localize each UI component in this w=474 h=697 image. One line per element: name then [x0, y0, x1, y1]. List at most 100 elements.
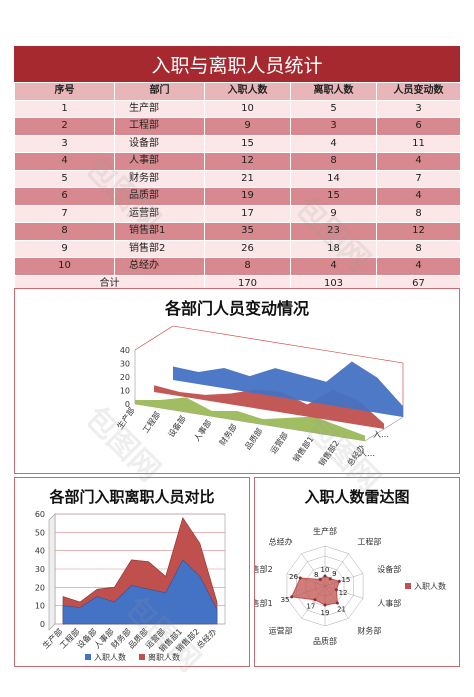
row-change: 11	[376, 134, 461, 153]
row-change: 4	[376, 257, 461, 276]
row-left: 9	[290, 204, 377, 223]
header-change: 人员变动数	[376, 82, 461, 101]
x-tick-label: 工程部	[140, 410, 162, 435]
staff-table: 序号 部门 入职人数 离职人数 人员变动数 1 生产部 10 5 3 2 工程部 9 3 6 3 设备…	[14, 82, 461, 293]
row-change: 6	[376, 117, 461, 136]
radar-point	[313, 598, 317, 602]
radar-data-label: 17	[306, 602, 315, 610]
y-tick-label: 50	[35, 528, 45, 537]
radar-axis-label: 财务部	[357, 625, 381, 635]
row-hired: 17	[204, 204, 291, 223]
row-left: 8	[290, 152, 377, 171]
change-chart-title: 各部门人员变动情况	[164, 299, 309, 318]
y-tick-label: 10	[35, 602, 45, 611]
back-wall-top-edge	[172, 325, 404, 364]
table-row: 1 生产部 10 5 3	[14, 99, 461, 118]
compare-chart: 0102030405060生产部工程部设备部人事部财务部品质部运营部销售部1销售…	[35, 510, 226, 662]
table-row: 10 总经办 8 4 4	[14, 257, 461, 276]
table-header-row: 序号 部门 入职人数 离职人数 人员变动数	[14, 82, 461, 101]
radar-point	[298, 576, 302, 580]
y-tick-label: 10	[120, 387, 130, 396]
row-department: 设备部	[114, 134, 205, 153]
table-row: 8 销售部1 35 23 12	[14, 222, 461, 241]
radar-point	[318, 578, 322, 582]
x-tick-label: 生产部	[115, 405, 137, 430]
row-index: 2	[14, 117, 115, 136]
row-left: 3	[290, 117, 377, 136]
radar-point	[334, 588, 338, 592]
row-hired: 10	[204, 99, 291, 118]
row-change: 7	[376, 169, 461, 188]
row-left: 4	[290, 257, 377, 276]
radar-axis-label: 总经办	[269, 537, 293, 547]
table-row: 6 品质部 19 15 4	[14, 187, 461, 206]
table-row: 7 运营部 17 9 8	[14, 204, 461, 223]
radar-axis-label: 生产部	[313, 526, 337, 536]
series-label: 入…	[373, 430, 389, 439]
row-index: 4	[14, 152, 115, 171]
row-change: 12	[376, 222, 461, 241]
radar-data-label: 8	[314, 571, 318, 579]
row-index: 3	[14, 134, 115, 153]
row-index: 1	[14, 99, 115, 118]
y-tick-label: 0	[125, 400, 130, 409]
x-tick-label: 销售部2	[316, 438, 341, 468]
plot-side-wall	[48, 513, 56, 631]
row-left: 5	[290, 99, 377, 118]
legend-label: 入职人数	[414, 581, 446, 591]
x-tick-label: 销售部1	[291, 434, 316, 464]
row-index: 7	[14, 204, 115, 223]
header-hired: 入职人数	[204, 82, 291, 101]
legend-swatch	[85, 654, 91, 660]
row-department: 销售部1	[114, 222, 205, 241]
row-index: 5	[14, 169, 115, 188]
x-tick-label: 人事部	[191, 418, 213, 443]
row-left: 23	[290, 222, 377, 241]
row-hired: 19	[204, 187, 291, 206]
y-tick-label: 20	[120, 373, 130, 382]
radar-chart-title: 入职人数雷达图	[304, 488, 410, 506]
row-left: 4	[290, 134, 377, 153]
radar-data-label: 12	[339, 589, 348, 597]
row-left: 14	[290, 169, 377, 188]
radar-axis-label: 工程部	[357, 537, 381, 547]
row-index: 6	[14, 187, 115, 206]
y-tick-label: 20	[35, 583, 45, 592]
radar-data-label: 9	[332, 570, 336, 578]
radar-data-label: 21	[337, 606, 346, 614]
table-row: 4 人事部 12 8 4	[14, 152, 461, 171]
radar-axis-label: 设备部	[377, 564, 401, 574]
table-row: 5 财务部 21 14 7	[14, 169, 461, 188]
table-row: 9 销售部2 26 18 8	[14, 239, 461, 258]
x-tick-label: 品质部	[242, 426, 264, 451]
change-chart-panel: 各部门人员变动情况 0 10 20 30 40 生产部 工程部 设备部 人事部 财务部 品质部 运营部…	[14, 288, 460, 474]
row-change: 8	[376, 239, 461, 258]
row-department: 品质部	[114, 187, 205, 206]
radar-axis-label: 人事部	[377, 598, 401, 608]
y-tick-label: 40	[35, 547, 45, 556]
compare-chart-panel: 各部门入职离职人员对比 0 10 20 30 40 50 60 生产部 工程部 设备部 人事部 财务部…	[14, 477, 250, 667]
radar-point	[323, 603, 327, 607]
row-department: 财务部	[114, 169, 205, 188]
row-change: 4	[376, 187, 461, 206]
row-department: 总经办	[114, 257, 205, 276]
legend-label: 离职人数	[148, 652, 180, 662]
row-index: 8	[14, 222, 115, 241]
radar-data-label: 10	[321, 566, 330, 574]
radar-point	[323, 574, 327, 578]
series-area-0	[173, 361, 403, 417]
radar-data-label: 35	[281, 596, 290, 604]
table-row: 2 工程部 9 3 6	[14, 117, 461, 136]
row-hired: 8	[204, 257, 291, 276]
legend-swatch	[139, 654, 145, 660]
table-row: 3 设备部 15 4 11	[14, 134, 461, 153]
row-hired: 35	[204, 222, 291, 241]
y-tick-label: 0	[40, 620, 45, 629]
radar-axis-label: 销售部1	[255, 598, 273, 608]
page-title: 入职与离职人员统计	[14, 46, 460, 82]
radar-point	[328, 577, 332, 581]
row-hired: 9	[204, 117, 291, 136]
